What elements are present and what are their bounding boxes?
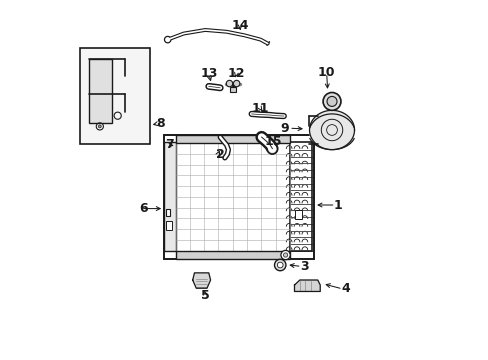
Text: 7: 7 bbox=[164, 139, 173, 152]
Circle shape bbox=[233, 80, 240, 87]
Circle shape bbox=[226, 80, 232, 87]
Text: 12: 12 bbox=[227, 67, 244, 80]
Bar bbox=[165, 209, 170, 216]
Text: 4: 4 bbox=[340, 283, 349, 296]
Circle shape bbox=[283, 253, 287, 257]
Circle shape bbox=[326, 96, 336, 107]
Bar bbox=[295, 210, 301, 219]
Text: 14: 14 bbox=[231, 19, 248, 32]
Polygon shape bbox=[294, 280, 320, 292]
Text: 11: 11 bbox=[251, 102, 269, 115]
Circle shape bbox=[323, 93, 340, 111]
Text: 15: 15 bbox=[264, 135, 281, 148]
Polygon shape bbox=[192, 273, 210, 288]
Polygon shape bbox=[309, 114, 353, 127]
Text: 9: 9 bbox=[280, 122, 288, 135]
Bar bbox=[175, 251, 289, 258]
Text: 13: 13 bbox=[200, 67, 217, 80]
Text: 6: 6 bbox=[139, 202, 147, 215]
Bar bbox=[175, 135, 289, 143]
Bar bbox=[289, 143, 311, 251]
Bar bbox=[230, 87, 235, 93]
Bar bbox=[89, 59, 112, 123]
Text: 3: 3 bbox=[299, 260, 308, 273]
Circle shape bbox=[274, 259, 285, 271]
Circle shape bbox=[277, 262, 283, 268]
Bar bbox=[80, 48, 149, 144]
Text: 8: 8 bbox=[156, 117, 164, 130]
Circle shape bbox=[281, 250, 290, 260]
Bar bbox=[164, 135, 313, 258]
Text: 10: 10 bbox=[317, 66, 335, 79]
Circle shape bbox=[98, 125, 101, 128]
Text: 2: 2 bbox=[216, 148, 224, 162]
Polygon shape bbox=[309, 111, 354, 150]
Circle shape bbox=[164, 36, 171, 43]
Text: 1: 1 bbox=[333, 198, 342, 212]
Text: 5: 5 bbox=[201, 288, 209, 302]
Bar bbox=[164, 143, 175, 251]
Bar bbox=[165, 221, 172, 230]
Circle shape bbox=[267, 144, 277, 154]
